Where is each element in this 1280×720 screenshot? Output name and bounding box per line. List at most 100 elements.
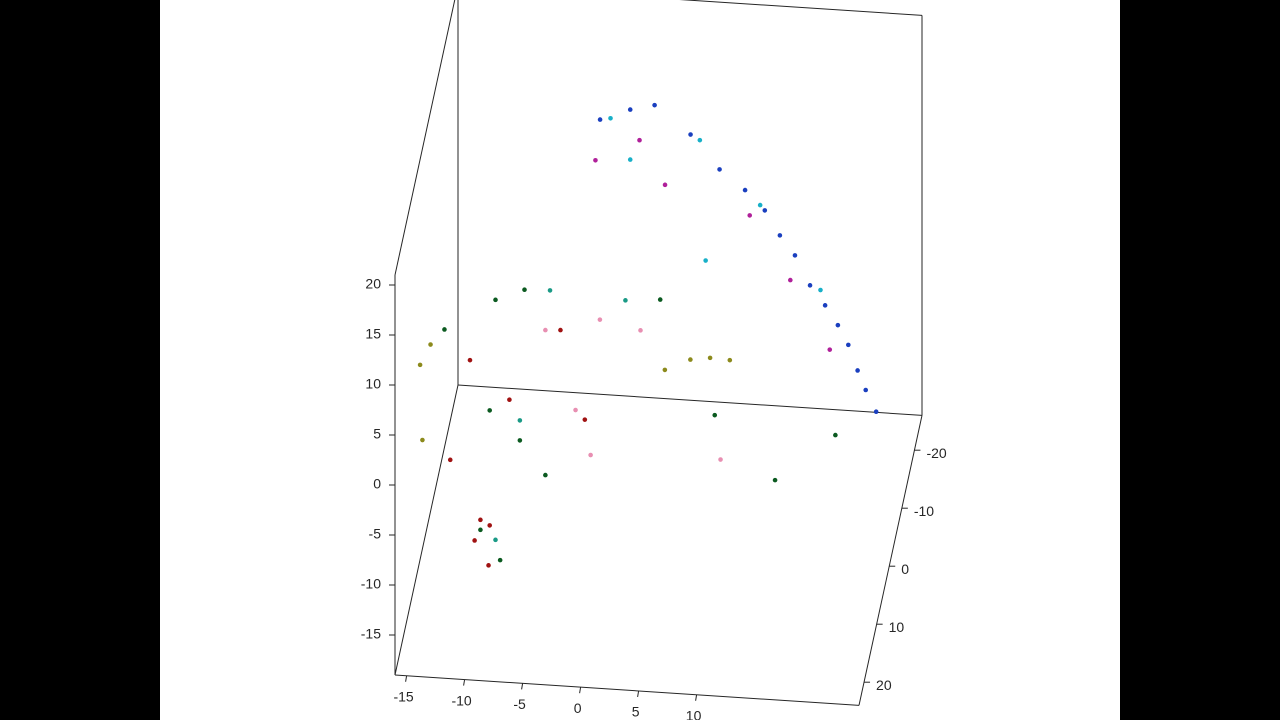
point [712, 412, 718, 418]
box-edge [457, 384, 923, 416]
box-edge [858, 415, 923, 706]
z-tick-label: -15 [361, 626, 381, 642]
point [478, 517, 483, 523]
point [493, 297, 498, 303]
point [688, 357, 693, 362]
box-edge [394, 0, 456, 276]
point [507, 397, 512, 403]
y-tick-label: -10 [914, 503, 934, 519]
point [863, 387, 869, 393]
z-tick-label: 0 [373, 476, 381, 492]
x-tick-label: -5 [513, 696, 526, 712]
point [597, 117, 603, 122]
point [522, 287, 527, 293]
point [420, 437, 425, 443]
x-tick-label: -10 [451, 692, 471, 708]
z-tick-label: 20 [365, 276, 381, 292]
box-edge [679, 0, 923, 16]
point [846, 342, 851, 348]
point [593, 158, 598, 163]
point [873, 409, 879, 414]
point [657, 297, 663, 302]
point [757, 202, 763, 208]
point [822, 303, 828, 308]
point [833, 432, 838, 438]
point [517, 438, 523, 443]
point [493, 537, 498, 543]
point [467, 357, 473, 363]
x-tick [405, 675, 408, 682]
point [543, 327, 548, 333]
z-tick-label: 15 [365, 326, 381, 342]
point [747, 213, 753, 218]
point [517, 418, 523, 423]
plot-background [160, 0, 1120, 720]
point [487, 523, 493, 528]
x-tick-label: 0 [574, 700, 582, 716]
point [855, 368, 860, 373]
point [703, 258, 708, 263]
point [697, 137, 703, 143]
point [688, 132, 693, 137]
point [742, 187, 748, 193]
y-tick-label: 10 [889, 619, 905, 635]
point [558, 327, 563, 333]
x-tick-label: 10 [686, 707, 702, 720]
box-edge [394, 674, 860, 706]
point [772, 477, 778, 483]
point [478, 527, 483, 533]
point [428, 342, 433, 347]
z-tick-label: 10 [365, 376, 381, 392]
left-bar [0, 0, 160, 720]
x-tick [521, 683, 524, 690]
point [627, 107, 633, 112]
y-tick-label: 20 [876, 677, 892, 693]
point [442, 327, 447, 332]
point [777, 233, 783, 238]
point [818, 287, 823, 293]
right-bar [1120, 0, 1280, 720]
y-tick-label: -20 [926, 445, 946, 461]
y-tick-label: 0 [901, 561, 909, 577]
x-tick-label: 5 [632, 704, 640, 720]
point [447, 457, 453, 463]
point [638, 328, 643, 333]
point [588, 452, 593, 458]
point [627, 157, 633, 162]
point [623, 298, 628, 303]
point [762, 208, 768, 213]
point [662, 367, 668, 373]
z-tick-label: -10 [361, 576, 381, 592]
point [792, 253, 798, 258]
x-tick [637, 690, 640, 698]
point [417, 362, 423, 368]
point [497, 557, 503, 563]
point [582, 417, 588, 422]
point [472, 538, 477, 543]
point [727, 357, 733, 363]
point [835, 322, 841, 328]
z-tick-label: 5 [373, 426, 381, 442]
point [637, 137, 642, 143]
point [487, 408, 493, 413]
x-tick-label: -15 [393, 688, 413, 704]
box-edge [394, 384, 459, 676]
point [827, 347, 833, 352]
point [718, 457, 723, 462]
point [807, 283, 813, 288]
x-tick [579, 687, 582, 694]
point [662, 182, 668, 188]
point [486, 563, 491, 568]
point [788, 277, 793, 283]
z-tick-label: -5 [369, 526, 382, 542]
point [573, 407, 578, 413]
x-tick [695, 694, 698, 701]
point [652, 102, 657, 108]
point [608, 115, 613, 121]
point [597, 317, 603, 322]
point [543, 472, 548, 478]
x-tick [463, 679, 466, 686]
point [547, 288, 553, 293]
